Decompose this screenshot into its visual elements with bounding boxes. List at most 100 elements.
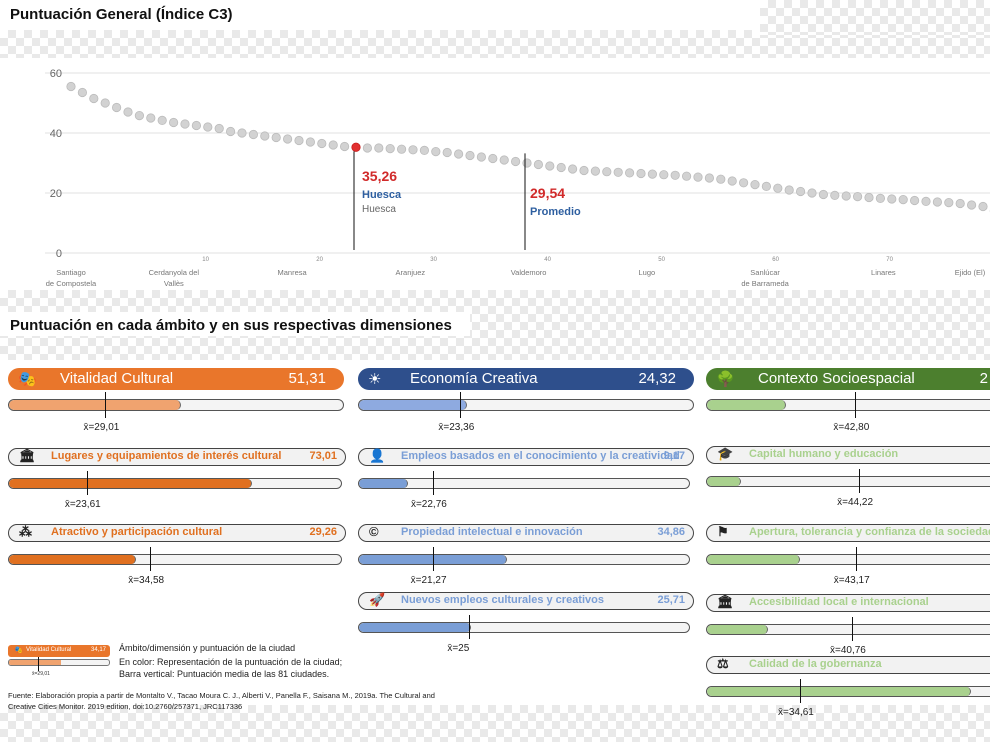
data-point — [602, 167, 612, 177]
data-point — [909, 195, 920, 206]
data-point — [681, 171, 692, 181]
data-point — [191, 120, 201, 131]
dimension-bar — [8, 554, 342, 565]
data-point — [545, 161, 555, 171]
museum-icon: 🏛 — [19, 448, 36, 463]
city-label: Sanlúcar — [750, 268, 780, 277]
data-point — [271, 132, 281, 143]
x-tick-label: 70 — [886, 257, 893, 263]
ambito-mean-label: x̄=42,80 — [833, 422, 870, 433]
city-label: Ejido (El) — [955, 268, 986, 277]
city-label: de Barrameda — [741, 279, 789, 288]
data-point — [533, 159, 544, 170]
data-point — [123, 107, 133, 117]
city-label: Vallès — [164, 279, 184, 288]
dimension-header: 🏛Accesibilidad local e internacional2 — [706, 594, 990, 612]
data-point — [100, 98, 110, 108]
dimension-score: 9,17 — [663, 450, 685, 462]
data-point — [385, 144, 395, 154]
dimension-mean-line — [800, 679, 801, 703]
data-point — [339, 141, 350, 152]
graduation-cap-icon: 🎓 — [717, 446, 734, 461]
dimension-bar — [358, 478, 690, 489]
data-point — [328, 140, 338, 150]
data-point — [944, 198, 954, 208]
data-point — [146, 113, 156, 123]
data-point — [282, 134, 293, 144]
highlight-value: 35,26 — [362, 168, 397, 184]
data-point — [807, 188, 817, 198]
ambito-label: Contexto Socioespacial — [758, 370, 915, 387]
y-tick-label: 60 — [50, 68, 62, 80]
data-point — [795, 186, 806, 197]
dimension-bar — [358, 554, 690, 565]
city-label: Santiago — [56, 268, 86, 277]
dimension-mean-label: x̄=43,17 — [833, 575, 870, 586]
dimension-header: © Propiedad intelectual e innovación 34,86 — [358, 524, 694, 542]
dimension-bar-fill — [707, 477, 741, 486]
highlight-point — [351, 142, 361, 152]
data-point — [921, 196, 931, 206]
score-chart: 02040601020304050607080Santiagode Compos… — [45, 68, 990, 288]
data-point — [932, 197, 943, 207]
legend-mini-mean: x̄=29,01 — [32, 671, 50, 677]
dimension-header: ⚑ Apertura, tolerancia y confianza de la … — [706, 524, 990, 542]
data-point — [442, 147, 452, 158]
dimension-mean-label: x̄=22,76 — [410, 499, 447, 510]
dimension-mean-label: x̄=34,58 — [128, 575, 165, 586]
dimension-label: Propiedad intelectual e innovación — [401, 526, 583, 538]
y-tick-label: 0 — [56, 248, 62, 260]
city-label: Cerdanyola del — [149, 268, 200, 277]
dimension-bar — [706, 476, 990, 487]
dimension-header: 🚀 Nuevos empleos culturales y creativos 25… — [358, 592, 694, 610]
data-point — [556, 162, 566, 173]
dimension-mean-line — [851, 617, 853, 641]
data-point — [476, 152, 486, 162]
data-point — [396, 144, 407, 154]
data-point — [77, 87, 88, 98]
dimension-mean-label: x̄=44,22 — [837, 497, 874, 508]
dimension-label: Apertura, tolerancia y confianza de la s… — [749, 526, 990, 538]
dimension-bar — [8, 478, 342, 489]
data-point — [624, 168, 635, 178]
data-point — [419, 145, 429, 156]
ambito-label: Vitalidad Cultural — [60, 370, 174, 387]
ambito-header: 🌳 Contexto Socioespacial 2 — [706, 368, 990, 390]
x-tick-label: 50 — [658, 257, 665, 263]
data-point — [408, 145, 418, 155]
data-point — [157, 115, 167, 126]
trees-icon: 🌳 — [716, 371, 735, 388]
ambito-score: 24,32 — [638, 370, 676, 387]
data-point — [134, 110, 144, 121]
dimension-header: 👤 Empleos basados en el conocimiento y la… — [358, 448, 694, 466]
dimension-bar — [706, 686, 990, 697]
ambito-bar — [706, 399, 990, 411]
city-label: Aranjuez — [396, 268, 426, 277]
data-point — [567, 164, 578, 174]
ambito-bar-fill — [707, 400, 787, 410]
ambito-header: ☀ Economía Creativa 24,32 — [358, 368, 694, 390]
data-point — [727, 176, 737, 186]
highlight-name: Huesca — [362, 189, 402, 201]
data-point — [784, 185, 794, 195]
ambito-mean-line — [105, 392, 107, 418]
lightbulb-icon: ☀ — [368, 371, 382, 388]
data-point — [579, 165, 589, 176]
x-tick-label: 60 — [772, 257, 779, 263]
legend-line-2: En color: Representación de la puntuació… — [119, 657, 343, 667]
data-point — [226, 126, 236, 137]
theater-masks-icon: 🎭 — [18, 371, 37, 388]
dimension-bar-fill — [707, 687, 972, 696]
data-point — [169, 117, 179, 128]
dimension-mean-line — [469, 615, 471, 639]
flag-icon: ⚑ — [717, 524, 729, 539]
dimension-mean-line — [855, 547, 857, 571]
data-point — [841, 191, 851, 201]
dimension-mean-line — [859, 469, 861, 493]
dimension-label: Calidad de la gobernanza — [749, 658, 882, 670]
data-point — [704, 173, 715, 183]
dimension-label: Lugares y equipamientos de interés cultu… — [51, 450, 282, 462]
data-point — [613, 167, 623, 177]
dimension-score: 25,71 — [657, 594, 685, 606]
building-icon: 🏛 — [717, 594, 734, 609]
